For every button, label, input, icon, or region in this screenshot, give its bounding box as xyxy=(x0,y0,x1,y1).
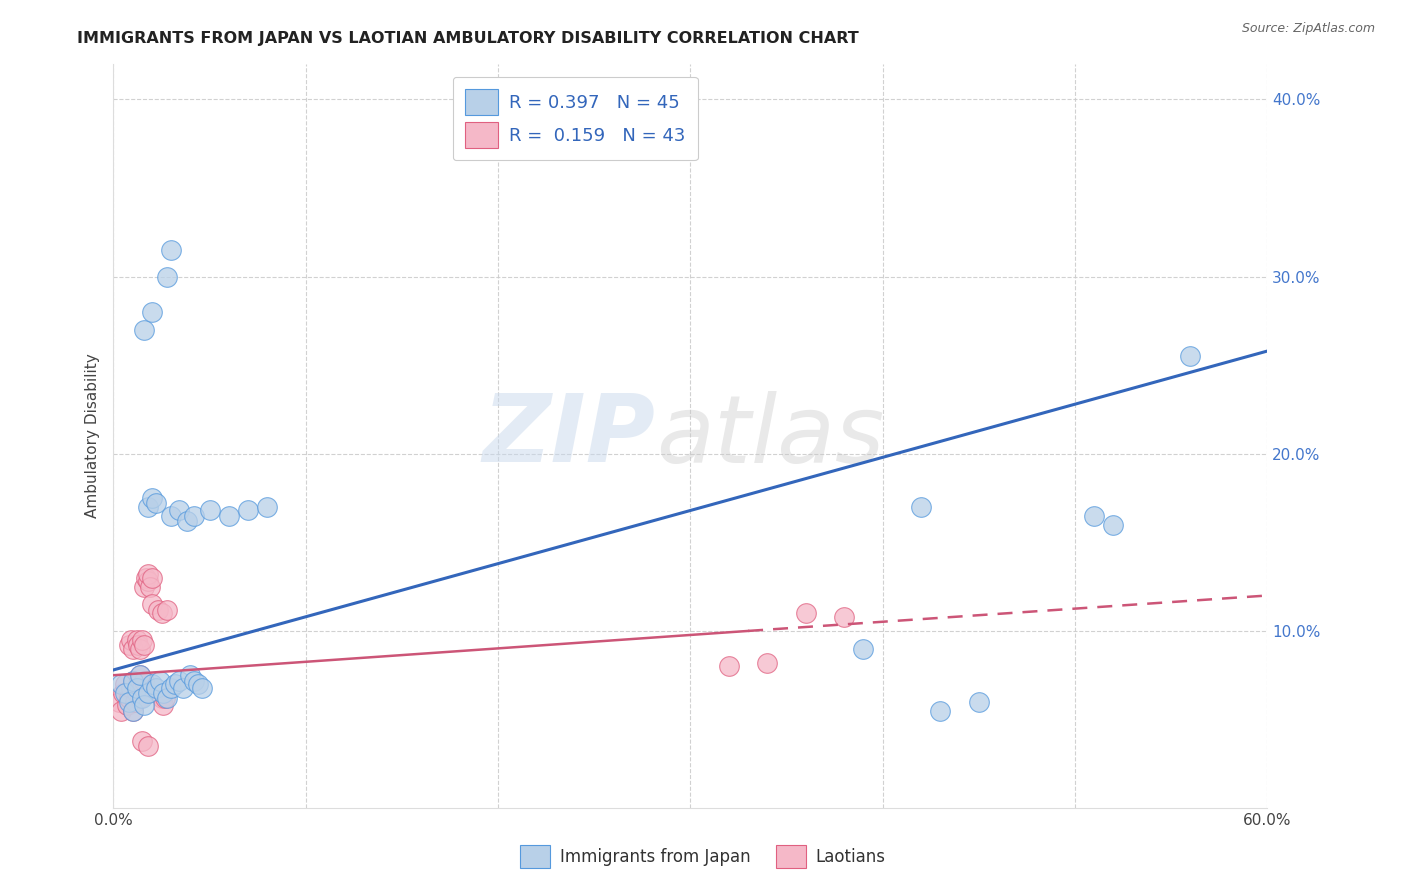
Point xyxy=(134,673,156,688)
Point xyxy=(160,243,183,257)
Point xyxy=(110,677,132,691)
Point xyxy=(120,632,142,647)
Point xyxy=(256,500,278,514)
Point xyxy=(832,609,855,624)
Text: IMMIGRANTS FROM JAPAN VS LAOTIAN AMBULATORY DISABILITY CORRELATION CHART: IMMIGRANTS FROM JAPAN VS LAOTIAN AMBULAT… xyxy=(77,31,859,46)
Point xyxy=(131,691,153,706)
Point xyxy=(121,704,143,718)
Point xyxy=(160,681,183,695)
Point xyxy=(118,691,141,706)
Point xyxy=(218,508,240,523)
Point xyxy=(136,574,159,589)
Point xyxy=(156,602,179,616)
Point xyxy=(156,269,179,284)
Point xyxy=(134,323,156,337)
Point xyxy=(155,691,177,706)
Point xyxy=(121,704,143,718)
Point xyxy=(717,659,740,673)
Point xyxy=(152,698,174,713)
Point xyxy=(110,704,132,718)
Point xyxy=(136,500,159,514)
Point xyxy=(967,695,990,709)
Point xyxy=(167,673,190,688)
Point xyxy=(141,571,163,585)
Point xyxy=(1083,508,1105,523)
Point xyxy=(114,686,136,700)
Point xyxy=(191,681,214,695)
Point xyxy=(131,733,153,747)
Point xyxy=(145,496,167,510)
Point xyxy=(121,641,143,656)
Point xyxy=(128,638,150,652)
Point xyxy=(852,641,875,656)
Point xyxy=(756,656,779,670)
Point xyxy=(129,668,152,682)
Point xyxy=(139,580,162,594)
Point xyxy=(134,638,156,652)
Point xyxy=(135,571,157,585)
Legend: Immigrants from Japan, Laotians: Immigrants from Japan, Laotians xyxy=(512,837,894,877)
Point xyxy=(134,698,156,713)
Point xyxy=(183,508,205,523)
Point xyxy=(118,638,141,652)
Point xyxy=(146,602,169,616)
Point xyxy=(120,681,142,695)
Point xyxy=(115,698,138,713)
Point xyxy=(910,500,932,514)
Point xyxy=(129,668,152,682)
Point xyxy=(121,673,143,688)
Point xyxy=(150,606,173,620)
Point xyxy=(198,503,221,517)
Point xyxy=(929,704,952,718)
Point xyxy=(108,695,131,709)
Point xyxy=(141,491,163,505)
Point xyxy=(236,503,259,517)
Point xyxy=(183,673,205,688)
Point xyxy=(172,681,194,695)
Point xyxy=(128,677,150,691)
Point xyxy=(134,580,156,594)
Point xyxy=(160,508,183,523)
Point xyxy=(176,514,198,528)
Text: Source: ZipAtlas.com: Source: ZipAtlas.com xyxy=(1241,22,1375,36)
Point xyxy=(121,673,143,688)
Point xyxy=(114,677,136,691)
Point xyxy=(167,503,190,517)
Point xyxy=(136,686,159,700)
Point xyxy=(1180,349,1202,363)
Point xyxy=(131,681,153,695)
Point xyxy=(129,641,152,656)
Point xyxy=(145,681,167,695)
Point xyxy=(125,681,148,695)
Y-axis label: Ambulatory Disability: Ambulatory Disability xyxy=(86,354,100,518)
Point xyxy=(136,739,159,753)
Point xyxy=(131,632,153,647)
Point xyxy=(118,695,141,709)
Point xyxy=(141,305,163,319)
Point xyxy=(129,691,152,706)
Legend: R = 0.397   N = 45, R =  0.159   N = 43: R = 0.397 N = 45, R = 0.159 N = 43 xyxy=(453,77,697,161)
Point xyxy=(124,695,146,709)
Point xyxy=(112,686,135,700)
Point xyxy=(1102,517,1125,532)
Point xyxy=(125,632,148,647)
Point xyxy=(163,677,186,691)
Point xyxy=(150,691,173,706)
Point xyxy=(125,686,148,700)
Point xyxy=(179,668,201,682)
Point xyxy=(141,677,163,691)
Text: atlas: atlas xyxy=(655,391,884,482)
Point xyxy=(794,606,817,620)
Point xyxy=(136,567,159,582)
Point xyxy=(149,673,172,688)
Point xyxy=(187,677,209,691)
Text: ZIP: ZIP xyxy=(482,390,655,482)
Point xyxy=(152,686,174,700)
Point xyxy=(156,691,179,706)
Point xyxy=(141,598,163,612)
